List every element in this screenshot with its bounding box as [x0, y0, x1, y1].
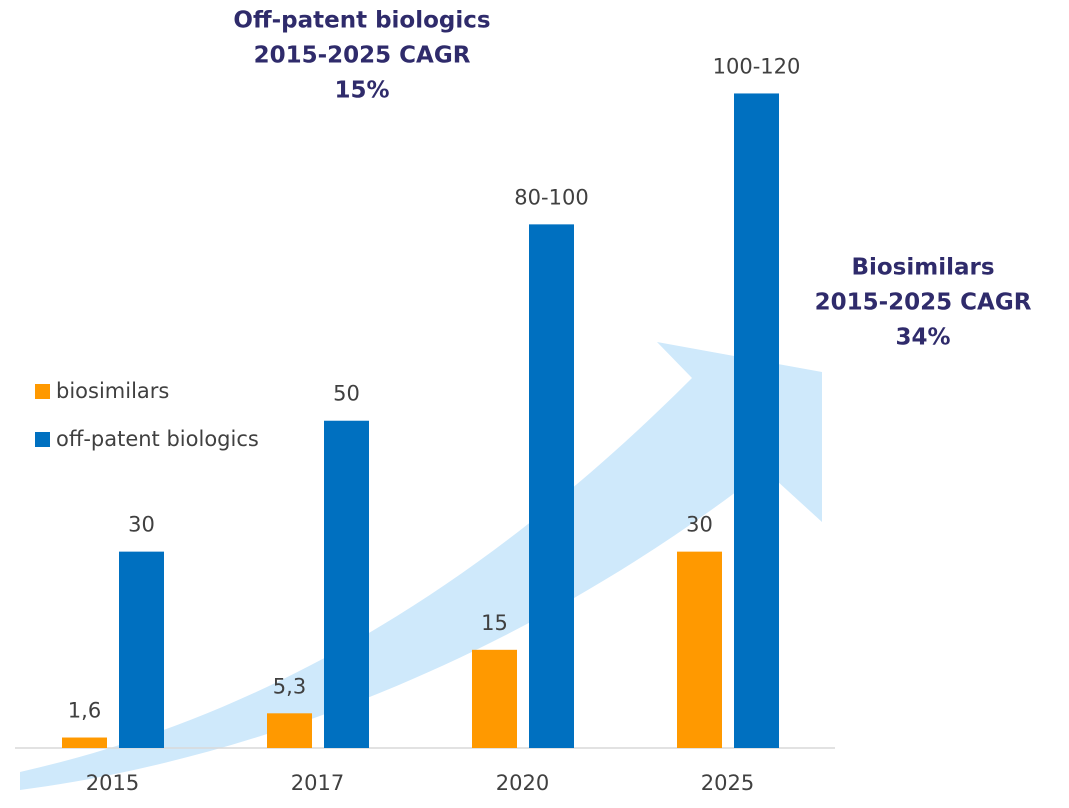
- x-tick-label: 2020: [496, 771, 549, 795]
- x-tick-label: 2025: [701, 771, 754, 795]
- bar: [529, 224, 574, 748]
- annotation: 34%: [895, 325, 950, 351]
- value-label: 15: [481, 611, 508, 635]
- legend-label: biosimilars: [56, 379, 169, 403]
- annotation: Biosimilars: [851, 255, 994, 281]
- legend-swatch: [35, 384, 50, 399]
- value-label: 100-120: [713, 54, 801, 78]
- bar: [677, 551, 722, 748]
- annotation: 2015-2025 CAGR: [815, 290, 1032, 316]
- annotation: 15%: [334, 78, 389, 104]
- bar: [119, 551, 164, 748]
- annotation: Off-patent biologics: [233, 8, 490, 34]
- x-tick-label: 2017: [291, 771, 344, 795]
- bar: [472, 649, 517, 748]
- annotation: 2015-2025 CAGR: [254, 43, 471, 69]
- legend-label: off-patent biologics: [56, 427, 259, 451]
- legend-swatch: [35, 432, 50, 447]
- value-label: 30: [128, 513, 155, 537]
- value-label: 5,3: [273, 674, 306, 698]
- bar: [734, 93, 779, 749]
- value-label: 50: [333, 382, 360, 406]
- x-tick-label: 2015: [86, 771, 139, 795]
- value-label: 80-100: [514, 185, 588, 209]
- value-label: 1,6: [68, 699, 101, 723]
- bar: [324, 420, 369, 748]
- growth-arrow: [20, 342, 822, 790]
- value-label: 30: [686, 513, 713, 537]
- bar: [267, 713, 312, 748]
- bar: [62, 737, 107, 748]
